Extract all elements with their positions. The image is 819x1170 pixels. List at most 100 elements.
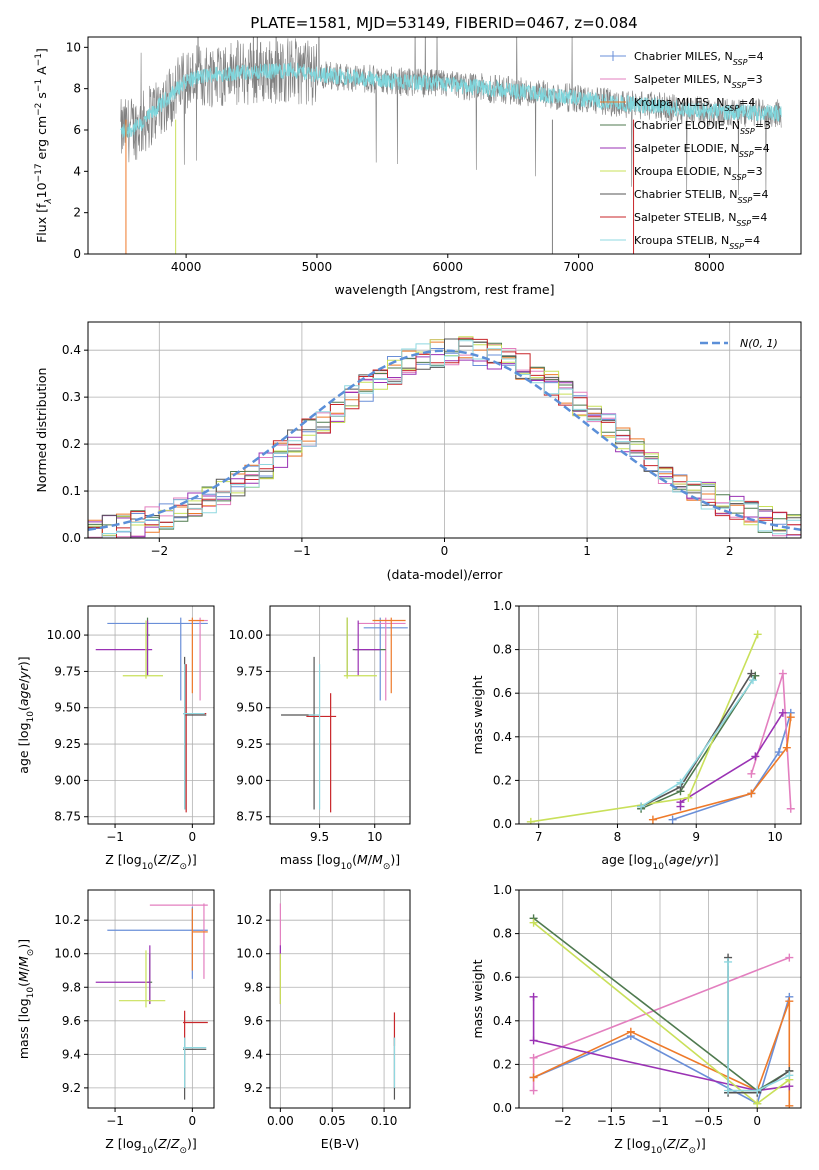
weight-marker	[724, 1086, 733, 1095]
legend-label: Kroupa MILES, NSSP=4	[634, 96, 755, 113]
data-point	[107, 617, 208, 701]
y-tick-label: 0.2	[62, 437, 81, 451]
weight-marker	[626, 1027, 635, 1036]
data-point	[183, 1010, 208, 1038]
y-tick-label: 0.0	[62, 531, 81, 545]
weight-marker	[529, 992, 538, 1001]
weight-line	[652, 717, 792, 821]
x-tick-label: 0.10	[371, 1114, 398, 1128]
plot-area	[120, 37, 782, 254]
weight-line	[672, 712, 792, 821]
x-tick-label: 1	[583, 544, 591, 558]
y-tick-label: 9.75	[54, 664, 81, 678]
weight-marker	[785, 997, 794, 1006]
y-tick-label: 9.6	[244, 1014, 263, 1028]
weight-marker	[748, 676, 757, 685]
weight-line	[533, 922, 790, 1105]
legend: N(0, 1)	[700, 337, 778, 350]
weight-marker	[676, 778, 685, 787]
axis-label: Z [log10(Z/Z⊙)]	[614, 1136, 706, 1156]
legend-label: Kroupa ELODIE, NSSP=3	[634, 165, 763, 182]
y-tick-label: 0.2	[493, 1057, 512, 1071]
y-tick-label: 9.8	[244, 980, 263, 994]
axes-frame	[269, 889, 411, 1109]
y-tick-label: 0.8	[493, 643, 512, 657]
y-tick-label: 0	[73, 247, 81, 261]
data-point	[95, 945, 151, 1005]
x-tick-label: −1	[651, 1114, 669, 1128]
y-tick-label: 0.4	[62, 343, 81, 357]
y-tick-label: 10.0	[236, 947, 263, 961]
data-point	[354, 620, 381, 676]
y-tick-label: 9.4	[62, 1047, 81, 1061]
data-point	[149, 903, 208, 979]
data-point	[281, 656, 315, 810]
legend-label: N(0, 1)	[740, 337, 778, 350]
y-tick-label: 4	[73, 164, 81, 178]
weight-marker	[786, 713, 795, 722]
data-point	[358, 617, 406, 701]
axes-frame	[518, 605, 802, 825]
y-tick-label: 0.1	[62, 484, 81, 498]
plot-area	[281, 617, 408, 813]
y-tick-label: 0.2	[493, 773, 512, 787]
y-tick-label: 9.6	[62, 1014, 81, 1028]
data-point	[308, 664, 321, 810]
x-tick-label: 8	[614, 830, 622, 844]
weight-marker	[529, 1086, 538, 1095]
x-tick-label: −1	[293, 544, 311, 558]
figure-title: PLATE=1581, MJD=53149, FIBERID=0467, z=0…	[250, 14, 637, 32]
plot-area	[95, 617, 208, 813]
weight-line	[750, 673, 792, 809]
x-tick-label: 10	[367, 830, 382, 844]
data-point	[192, 617, 208, 701]
axis-label: age [log10(age/yr)]	[601, 852, 718, 872]
y-tick-label: 0.6	[493, 970, 512, 984]
weight-marker	[526, 817, 535, 824]
weight-marker	[747, 769, 756, 778]
plot-area	[529, 914, 794, 1108]
x-tick-label: 8000	[694, 260, 725, 274]
axis-label: mass [log10(M/M⊙)]	[280, 852, 400, 872]
weight-marker	[753, 630, 762, 639]
axis-label: mass [log10(M/M⊙)]	[16, 939, 36, 1059]
weight-marker	[648, 815, 657, 824]
x-tick-label: 0	[189, 1114, 197, 1128]
y-tick-label: 10.00	[229, 628, 263, 642]
data-point	[184, 656, 207, 810]
legend-label: Chabrier MILES, NSSP=4	[634, 50, 764, 67]
weight-marker	[785, 953, 794, 962]
y-tick-label: 8.75	[236, 810, 263, 824]
gaussian-curve	[88, 349, 801, 532]
y-tick-label: 9.50	[236, 701, 263, 715]
axis-label: Z [log10(Z/Z⊙)]	[105, 852, 197, 872]
y-tick-label: 0.0	[493, 817, 512, 831]
legend-label: Salpeter ELODIE, NSSP=4	[634, 142, 770, 159]
legend-label: Chabrier ELODIE, NSSP=3	[634, 119, 771, 136]
x-tick-label: 10	[767, 830, 782, 844]
y-tick-label: 6	[73, 123, 81, 137]
data-point	[188, 617, 204, 694]
y-tick-label: 9.25	[54, 737, 81, 751]
x-axis-label: E(B-V)	[321, 1136, 360, 1151]
y-tick-label: 9.25	[236, 737, 263, 751]
axes-frame	[269, 605, 411, 825]
y-tick-label: 10.2	[236, 913, 263, 927]
x-tick-label: −1	[106, 1114, 124, 1128]
weight-line	[533, 996, 791, 1105]
weight-line	[532, 996, 790, 1092]
weight-marker	[529, 1053, 538, 1062]
y-tick-label: 1.0	[493, 599, 512, 613]
weight-marker	[778, 669, 787, 678]
x-tick-label: 0.05	[319, 1114, 346, 1128]
histogram-step	[88, 340, 801, 538]
data-point	[95, 620, 153, 676]
panel-mass-vs-ebv: 0.00 0.05 0.10 9.2 9.4 9.6 9.8 10.0 10.2 E(B-V)	[236, 889, 411, 1151]
y-axis-label: Flux [fλ10−17 erg cm−2 s−1 A−1]	[34, 48, 54, 243]
y-tick-label: 0.6	[493, 686, 512, 700]
x-tick-label: 0	[441, 544, 449, 558]
panel-mass-weight-vs-age: 7 8 9 10 0.0 0.2 0.4 0.6 0.8 1.0 age [log10(age/yr…	[470, 599, 802, 872]
weight-marker	[782, 743, 791, 752]
weight-marker	[785, 1101, 794, 1108]
